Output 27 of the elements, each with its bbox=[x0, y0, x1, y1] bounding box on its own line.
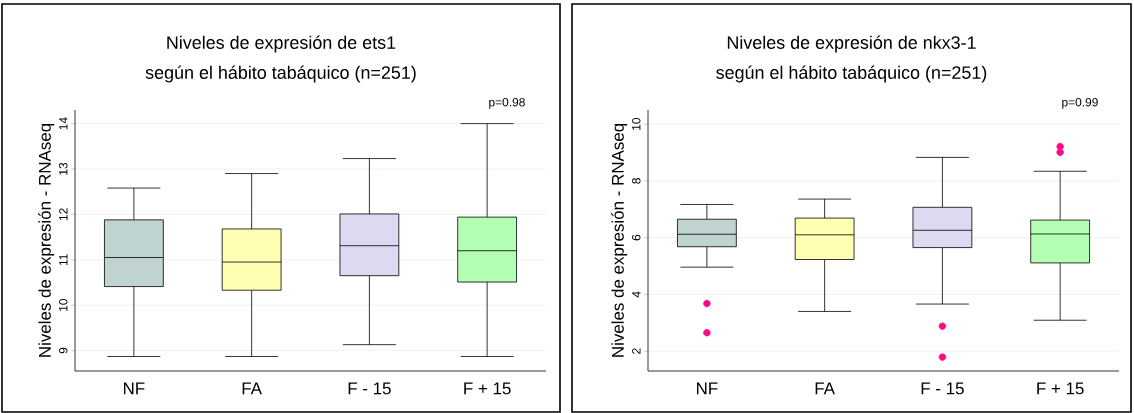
y-tick-label: 6 bbox=[632, 234, 641, 241]
y-axis-title: Niveles de expresión - RNAseq bbox=[38, 123, 55, 357]
x-tick-label: F - 15 bbox=[348, 382, 391, 395]
y-tick-label: 11 bbox=[59, 254, 68, 266]
chart-title: Niveles de expresión de nkx3-1 bbox=[727, 35, 976, 53]
y-tick-label: 13 bbox=[59, 162, 68, 175]
y-tick-label: 10 bbox=[632, 118, 641, 130]
y-tick-label: 4 bbox=[632, 291, 641, 298]
y-tick-label: 12 bbox=[59, 208, 68, 221]
x-tick-label: FA bbox=[242, 382, 262, 395]
x-tick-label: FA bbox=[815, 382, 835, 395]
x-tick-label: NF bbox=[696, 382, 718, 395]
x-tick-label: F - 15 bbox=[921, 382, 964, 395]
x-tick-label: F + 15 bbox=[464, 382, 511, 395]
x-tick-label: NF bbox=[123, 382, 145, 395]
text: p=0.99 bbox=[1062, 97, 1098, 109]
chart-subtitle: según el hábito tabáquico (n=251) bbox=[145, 65, 416, 83]
y-tick-label: 8 bbox=[632, 178, 641, 184]
text: p=0.98 bbox=[489, 97, 525, 109]
y-axis-title: Niveles de expresión - RNAseq bbox=[611, 123, 628, 357]
y-tick-label: 2 bbox=[632, 348, 641, 354]
y-tick-label: 14 bbox=[59, 117, 68, 130]
chart-title: Niveles de expresión de ets1 bbox=[167, 35, 396, 53]
y-tick-label: 9 bbox=[59, 347, 68, 354]
y-tick-label: 10 bbox=[59, 299, 68, 311]
chart-subtitle: según el hábito tabáquico (n=251) bbox=[716, 65, 987, 83]
x-tick-label: F + 15 bbox=[1037, 382, 1084, 395]
